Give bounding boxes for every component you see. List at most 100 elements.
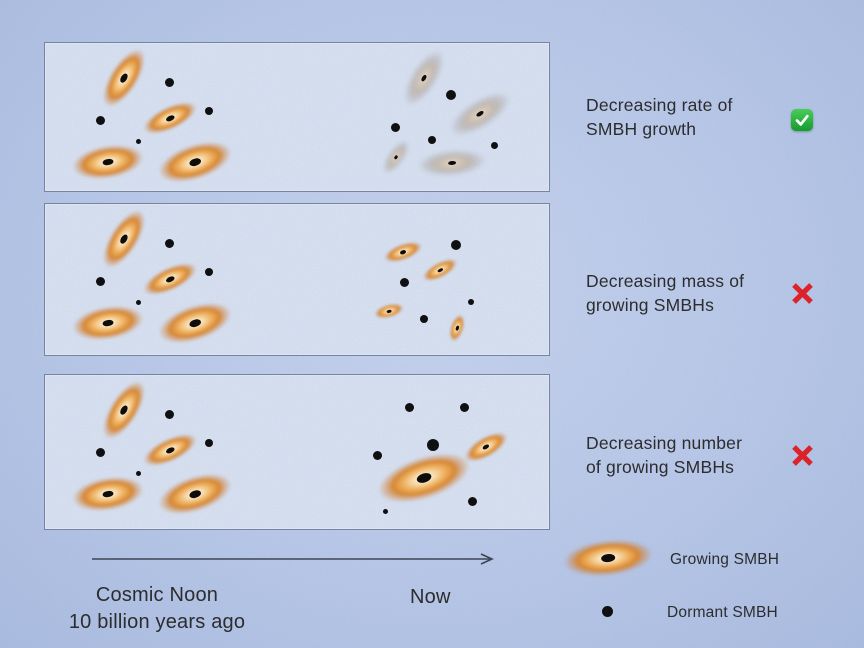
black-hole-core [118,72,130,84]
dormant-smbh-dot [135,299,141,305]
black-hole-core [481,443,491,451]
dormant-smbh-dot [404,402,414,412]
dormant-smbh-dot [420,315,428,323]
galaxy-glow [153,465,237,523]
galaxy-glow [381,237,425,267]
black-hole-core [188,488,202,500]
dormant-smbh-dot [446,90,456,100]
black-hole-core [420,73,428,83]
cross-icon [790,281,815,311]
dormant-smbh-dot [382,508,388,514]
dormant-smbh-dot [95,276,105,286]
black-hole-core [188,156,202,168]
dormant-smbh-dot [205,107,213,115]
growing-smbh-galaxy [419,254,461,286]
scenario-panel-decreasing-rate [44,42,550,192]
growing-smbh-galaxy [153,465,237,523]
annotation-label: Decreasing rate of SMBH growth [586,94,733,141]
galaxy-glow [377,135,415,179]
legend-label-dormant: Dormant SMBH [667,604,778,621]
dormant-smbh-dot [205,268,213,276]
galaxy-glow [153,133,237,191]
growing-smbh-galaxy [69,301,147,345]
galaxy-glow [69,140,147,184]
growing-smbh-galaxy [371,443,477,513]
growing-smbh-galaxy [460,426,512,468]
dormant-smbh-dot [164,77,174,87]
annotation-label: Decreasing number of growing SMBHs [586,432,742,479]
scenario-panel-decreasing-number [44,374,550,530]
galaxy-glow [371,443,477,513]
galaxy-glow [94,203,154,275]
scenario-panel-decreasing-mass [44,203,550,356]
dormant-smbh-dot [428,136,436,144]
galaxy-glow [416,147,488,179]
galaxy-glow [94,374,154,446]
dormant-smbh-dot [427,439,439,451]
dormant-smbh-dot [467,496,477,506]
black-hole-core [386,308,392,314]
dormant-smbh-dot [95,115,105,125]
growing-smbh-galaxy [139,427,201,473]
cross-icon [790,443,815,473]
dormant-smbh-dot [135,138,141,144]
growing-smbh-galaxy [139,95,201,141]
growing-smbh-galaxy [94,42,154,114]
galaxy-glow [139,95,201,141]
dormant-smbh-dot [399,277,409,287]
legend-dormant-smbh-symbol [601,605,613,617]
growing-smbh-galaxy [139,256,201,302]
black-hole-core [102,489,114,499]
growing-smbh-galaxy [373,301,405,321]
dormant-smbh-dot [490,141,498,149]
galaxy-glow [446,313,468,343]
dormant-smbh-dot [390,122,400,132]
black-hole-core [102,318,114,328]
annotation-line-2: growing SMBHs [586,294,715,315]
dormant-smbh-dot [468,299,474,305]
time-arrow [92,553,494,565]
black-hole-core [447,160,457,166]
growing-smbh-galaxy [69,140,147,184]
growing-smbh-galaxy [69,472,147,516]
galaxy-glow [94,42,154,114]
annotation-line-1: Decreasing mass of [586,271,745,291]
annotation-line-2: of growing SMBHs [586,456,735,477]
black-hole-core [600,553,616,563]
timeline-start-label: Cosmic Noon 10 billion years ago [57,582,257,635]
dormant-smbh-dot [459,402,469,412]
legend-growing-smbh-symbol [561,535,655,581]
annotation-label: Decreasing mass of growing SMBHs [586,270,744,317]
growing-smbh-galaxy [94,374,154,446]
black-hole-core [164,274,176,284]
growing-smbh-galaxy [446,313,468,343]
galaxy-glow [561,535,655,581]
galaxy-glow [69,301,147,345]
check-icon [791,109,813,131]
galaxy-glow [396,43,452,113]
dormant-smbh-dot [164,238,174,248]
dormant-smbh-dot [164,409,174,419]
dormant-smbh-dot [372,450,382,460]
faded-smbh-galaxy [377,135,415,179]
black-hole-core [164,113,176,123]
black-hole-core [118,233,130,245]
dormant-smbh-dot [135,470,141,476]
growing-smbh-galaxy [94,203,154,275]
galaxy-glow [419,254,461,286]
black-hole-core [118,404,130,416]
black-hole-core [102,157,114,167]
dormant-smbh-dot [205,439,213,447]
black-hole-core [454,325,460,331]
annotation-line-1: Decreasing rate of [586,95,733,115]
black-hole-core [399,249,407,255]
ten-billion-years-label: 10 billion years ago [68,610,246,633]
galaxy-glow [153,294,237,352]
faded-smbh-galaxy [396,43,452,113]
annotation-line-2: SMBH growth [586,118,697,139]
dormant-smbh-dot [95,447,105,457]
growing-smbh-galaxy [381,237,425,267]
growing-smbh-galaxy [153,133,237,191]
faded-smbh-galaxy [416,147,488,179]
